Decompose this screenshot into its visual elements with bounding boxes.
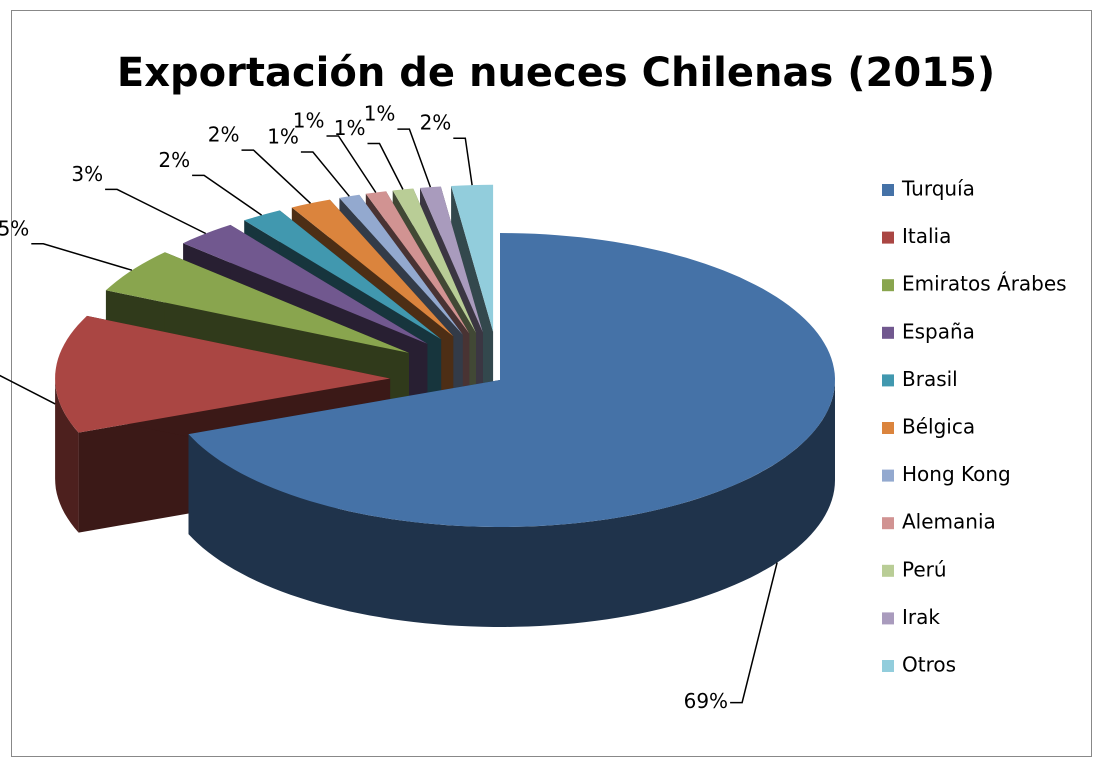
slice-top: [244, 210, 442, 340]
legend-label: Bélgica: [902, 415, 975, 439]
legend-swatch: [882, 564, 894, 577]
data-label: 1%: [364, 102, 396, 126]
legend-label: Emiratos Árabes: [902, 272, 1067, 296]
data-label: 3%: [71, 162, 103, 186]
leader-line: [453, 137, 473, 186]
leader-line: [367, 142, 404, 190]
legend-swatch: [882, 326, 894, 339]
slice-top: [451, 184, 494, 332]
leader-line: [300, 151, 350, 197]
legend-swatch: [882, 374, 894, 387]
legend-swatch: [882, 660, 894, 672]
legend-swatch: [882, 231, 894, 244]
leader-line: [241, 149, 312, 204]
legend-label: Hong Kong: [902, 462, 1011, 486]
legend-swatch: [882, 422, 894, 434]
legend-swatch: [882, 469, 894, 482]
leader-line: [397, 128, 432, 188]
legend-label: Italia: [902, 224, 951, 248]
legend-swatch: [882, 517, 894, 530]
data-label: 2%: [158, 148, 190, 172]
leader-line: [31, 243, 133, 271]
data-label: 2%: [420, 111, 452, 135]
leader-line: [730, 562, 778, 704]
data-label: 2%: [208, 123, 240, 147]
slice-top: [188, 233, 835, 527]
leader-line: [326, 135, 377, 193]
slice-top: [339, 194, 463, 335]
legend-label: España: [902, 319, 975, 343]
legend-label: Otros: [902, 653, 956, 677]
legend-label: Brasil: [902, 367, 958, 391]
data-label: 1%: [267, 125, 299, 149]
data-label: 1%: [334, 116, 366, 140]
data-label: 5%: [0, 216, 29, 240]
leader-line: [192, 174, 263, 216]
slice-top: [420, 186, 483, 333]
data-label: 1%: [293, 109, 325, 133]
pie: 69%13%5%3%2%2%1%1%1%1%2%: [0, 102, 835, 713]
legend-label: Alemania: [902, 510, 996, 534]
legend-label: Perú: [902, 557, 947, 581]
slice: [188, 233, 835, 627]
slice-top: [183, 224, 428, 344]
slice-side: [55, 378, 79, 533]
slice-top: [105, 252, 410, 353]
legend-label: Turquía: [901, 177, 975, 201]
leader-line: [0, 374, 56, 405]
leader-line: [105, 188, 207, 235]
data-label: 69%: [684, 689, 728, 713]
legend-swatch: [882, 612, 894, 625]
slice-top: [392, 188, 476, 333]
legend-label: Irak: [902, 605, 940, 629]
chart-title: Exportación de nueces Chilenas (2015): [117, 50, 995, 96]
slice-side: [188, 380, 835, 627]
legend-swatch: [882, 184, 894, 196]
slice-top: [55, 315, 391, 433]
legend-swatch: [882, 279, 894, 292]
legend: Turquía Italia Emiratos Árabes España Brasil…: [882, 177, 1067, 677]
slice-top: [365, 191, 470, 334]
slice-top: [291, 199, 454, 337]
